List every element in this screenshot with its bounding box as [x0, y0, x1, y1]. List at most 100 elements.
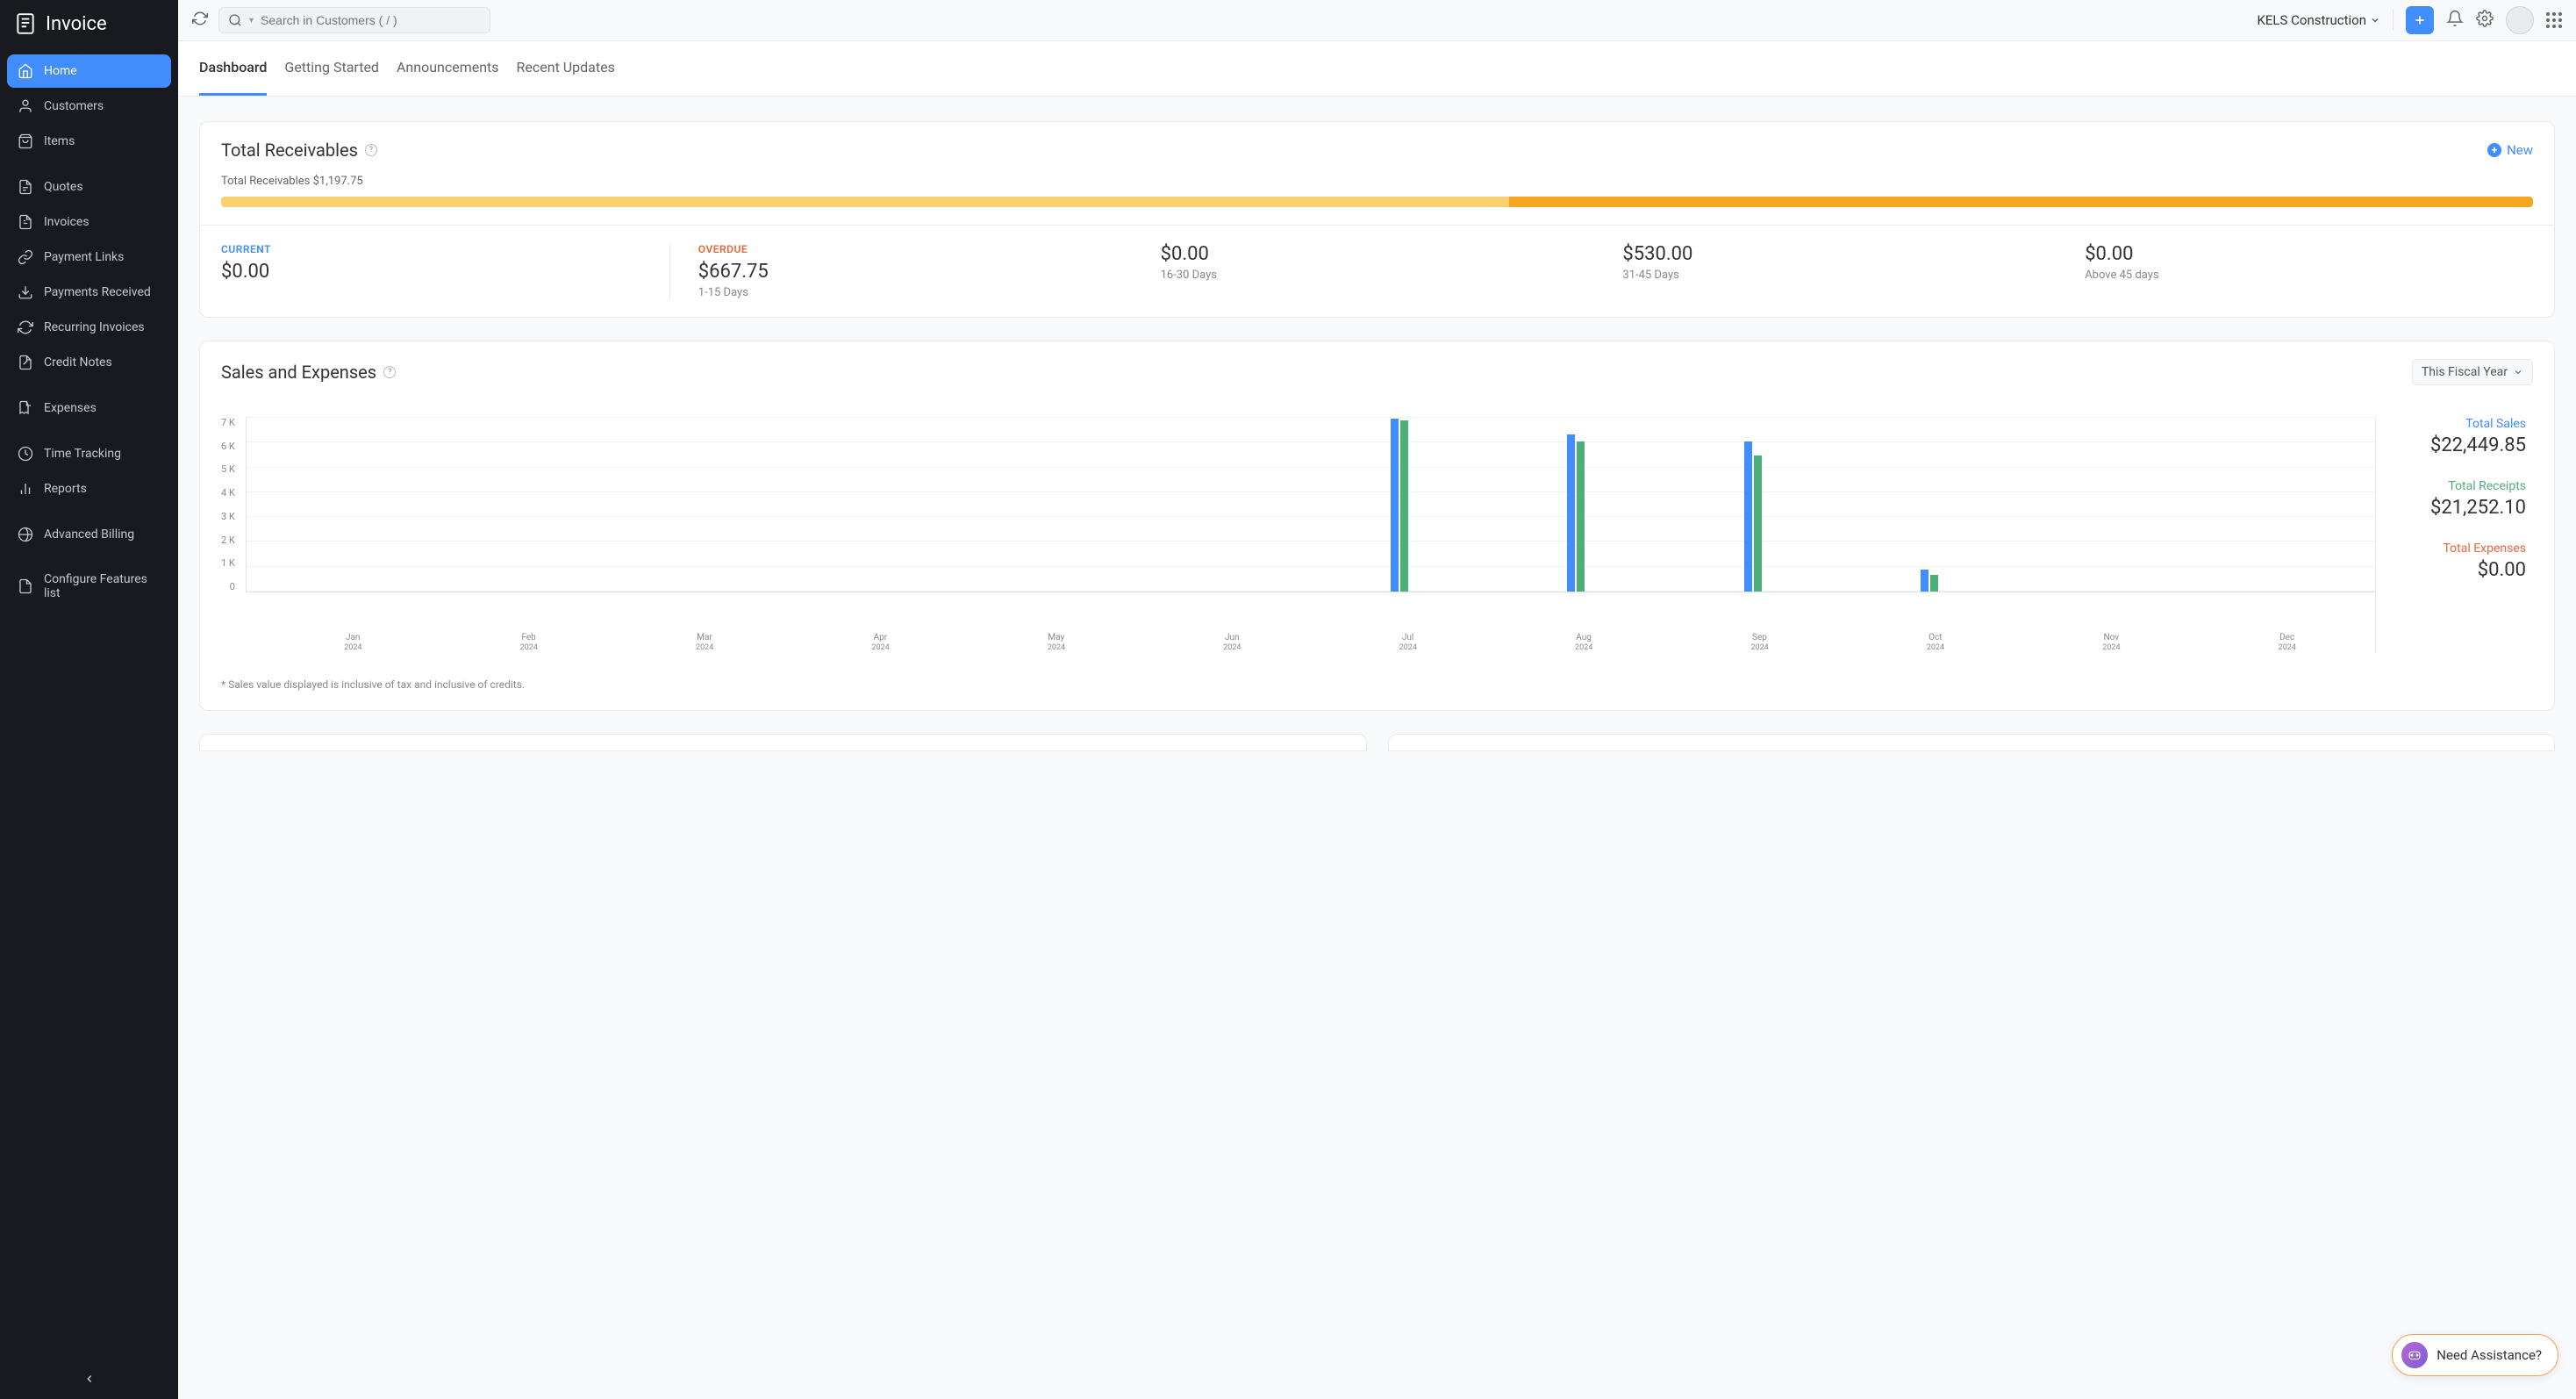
download-icon — [18, 284, 33, 300]
assistance-button[interactable]: Need Assistance? — [2392, 1334, 2558, 1376]
plus-circle-icon: + — [2487, 143, 2501, 157]
app-brand[interactable]: Invoice — [0, 0, 178, 47]
sidebar-item-time-tracking[interactable]: Time Tracking — [7, 437, 171, 470]
receivables-title: Total Receivables ? — [221, 140, 377, 161]
doc-icon — [18, 179, 33, 195]
x-tick: Sep2024 — [1750, 633, 1768, 652]
y-tick: 3 K — [221, 511, 235, 522]
help-icon[interactable]: ? — [365, 144, 377, 156]
y-tick: 4 K — [221, 487, 235, 499]
sidebar-item-customers[interactable]: Customers — [7, 90, 171, 123]
sidebar-item-label: Time Tracking — [44, 447, 121, 461]
sidebar-item-credit-notes[interactable]: Credit Notes — [7, 346, 171, 379]
x-tick: Dec2024 — [2279, 633, 2296, 652]
bucket-amount: $530.00 — [1622, 243, 2057, 265]
apps-menu-button[interactable] — [2546, 12, 2562, 28]
clock-icon — [18, 446, 33, 462]
search-scope-chevron-icon[interactable]: ▾ — [249, 16, 254, 25]
quick-create-button[interactable] — [2406, 6, 2434, 34]
sidebar-item-advanced-billing[interactable]: Advanced Billing — [7, 518, 171, 551]
x-tick: Aug2024 — [1575, 633, 1592, 652]
search-input[interactable] — [261, 13, 481, 27]
org-selector[interactable]: KELS Construction — [2258, 12, 2381, 28]
bucket-overdue-3: $0.00 Above 45 days — [2071, 243, 2533, 299]
bucket-amount: $0.00 — [221, 261, 655, 283]
sidebar-item-expenses[interactable]: Expenses — [7, 391, 171, 425]
bucket-label: CURRENT — [221, 243, 655, 255]
sidebar-item-label: Payment Links — [44, 250, 124, 264]
bar-receipts — [1577, 441, 1585, 592]
search-icon — [228, 13, 242, 27]
refresh-button[interactable] — [192, 11, 208, 30]
bar-group — [1391, 419, 1408, 592]
bar-sales — [1744, 441, 1752, 592]
sidebar-item-payments-received[interactable]: Payments Received — [7, 276, 171, 309]
bar-group — [1567, 434, 1585, 592]
search-box[interactable]: ▾ — [218, 7, 490, 33]
sales-expenses-title: Sales and Expenses ? — [221, 362, 396, 383]
x-tick: Nov2024 — [2102, 633, 2120, 652]
user-avatar[interactable] — [2506, 6, 2534, 34]
period-selector[interactable]: This Fiscal Year — [2412, 359, 2533, 385]
chevron-down-icon — [2370, 15, 2380, 25]
sidebar-item-label: Advanced Billing — [44, 527, 134, 542]
sales-expenses-card: Sales and Expenses ? This Fiscal Year 7 … — [199, 341, 2555, 711]
recur-icon — [18, 319, 33, 335]
bucket-label: OVERDUE — [698, 243, 1133, 255]
bar-sales — [1567, 434, 1575, 592]
bucket-range: 31-45 Days — [1622, 269, 2057, 282]
sidebar-item-payment-links[interactable]: Payment Links — [7, 240, 171, 274]
bucket-overdue-2: $530.00 31-45 Days — [1608, 243, 2071, 299]
x-axis: Jan2024Feb2024Mar2024Apr2024May2024Jun20… — [221, 628, 2375, 652]
billing-icon — [18, 527, 33, 542]
sidebar-item-label: Recurring Invoices — [44, 320, 145, 334]
tab-getting-started[interactable]: Getting Started — [284, 41, 379, 96]
sidebar-item-label: Quotes — [44, 180, 83, 194]
placeholder-card — [199, 734, 1367, 751]
settings-button[interactable] — [2476, 10, 2494, 31]
total-receivables-card: Total Receivables ? + New Total Receivab… — [199, 121, 2555, 318]
chart-plot — [246, 417, 2375, 592]
bucket-amount: $0.00 — [2085, 243, 2519, 265]
bar-sales — [1391, 419, 1399, 592]
bucket-current: CURRENT $0.00 — [221, 243, 670, 299]
tab-recent-updates[interactable]: Recent Updates — [517, 41, 615, 96]
bar-sales — [1921, 570, 1928, 592]
sidebar-item-recurring-invoices[interactable]: Recurring Invoices — [7, 311, 171, 344]
x-tick: Mar2024 — [696, 633, 713, 652]
help-icon[interactable]: ? — [383, 366, 396, 378]
sidebar-item-home[interactable]: Home — [7, 54, 171, 88]
sidebar-item-invoices[interactable]: Invoices — [7, 205, 171, 239]
sidebar-item-configure-features-list[interactable]: Configure Features list — [7, 563, 171, 609]
x-tick: Apr2024 — [871, 633, 889, 652]
sidebar-item-label: Configure Features list — [44, 572, 161, 600]
bar-receipts — [1754, 456, 1762, 592]
x-tick: Jul2024 — [1399, 633, 1417, 652]
sales-chart: 7 K6 K5 K4 K3 K2 K1 K0 Jan2024Feb2024Mar… — [221, 417, 2375, 652]
y-tick: 2 K — [221, 534, 235, 546]
sidebar-item-label: Credit Notes — [44, 355, 112, 369]
home-icon — [18, 63, 33, 79]
chevron-down-icon — [2513, 367, 2523, 377]
bar-group — [1744, 441, 1762, 592]
stat-total-sales: Total Sales $22,449.85 — [2401, 417, 2526, 456]
y-tick: 5 K — [221, 463, 235, 475]
sales-stats: Total Sales $22,449.85 Total Receipts $2… — [2375, 417, 2533, 652]
sidebar-item-items[interactable]: Items — [7, 125, 171, 158]
bucket-overdue-0: OVERDUE $667.75 1-15 Days — [670, 243, 1147, 299]
sidebar-item-reports[interactable]: Reports — [7, 472, 171, 506]
progress-segment — [221, 197, 1509, 207]
app-name: Invoice — [46, 13, 107, 35]
sidebar-item-label: Expenses — [44, 401, 97, 415]
tab-announcements[interactable]: Announcements — [397, 41, 499, 96]
notifications-button[interactable] — [2446, 10, 2464, 31]
sidebar-collapse-button[interactable] — [83, 1372, 96, 1388]
bars-icon — [18, 481, 33, 497]
sidebar-item-quotes[interactable]: Quotes — [7, 170, 171, 204]
new-receivable-button[interactable]: + New — [2487, 142, 2533, 158]
tab-dashboard[interactable]: Dashboard — [199, 41, 267, 96]
bot-icon — [2401, 1342, 2428, 1368]
y-tick: 7 K — [221, 417, 235, 428]
bucket-range: 1-15 Days — [698, 286, 1133, 299]
sidebar: Invoice HomeCustomersItems Quotes Invoices… — [0, 0, 178, 1399]
